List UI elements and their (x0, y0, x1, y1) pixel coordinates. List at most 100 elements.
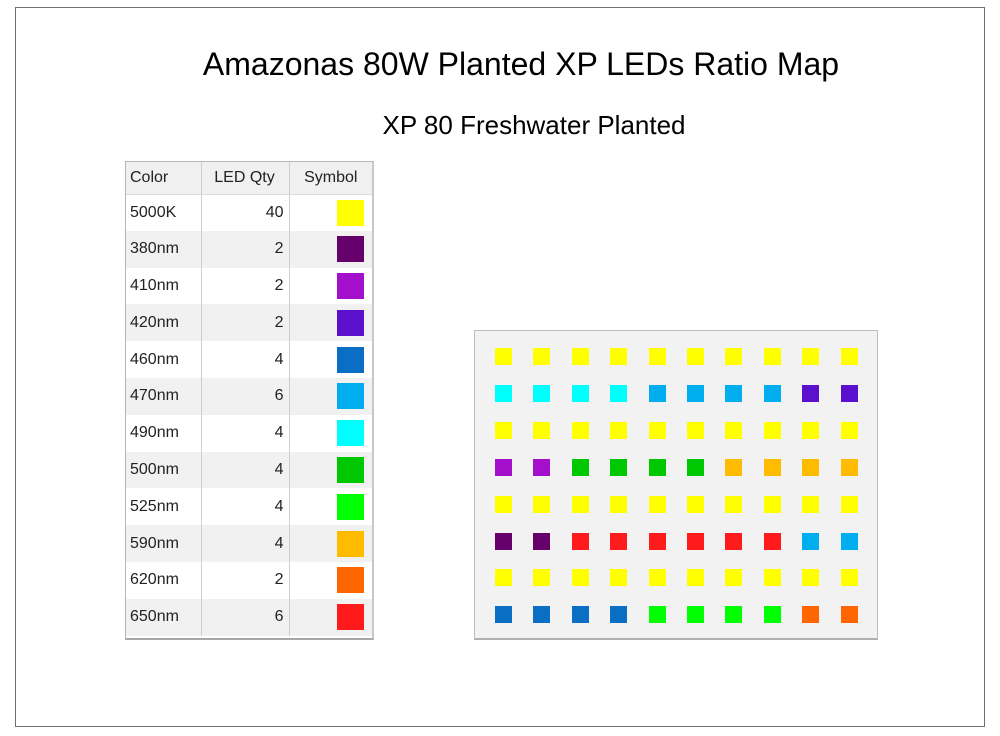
page-title: Amazonas 80W Planted XP LEDs Ratio Map (202, 46, 840, 82)
led-5000K (571, 495, 589, 513)
legend-row: 470nm 6 (126, 377, 372, 415)
led-5000K (648, 348, 666, 365)
led-380nm (533, 532, 551, 550)
led-5000K (495, 348, 512, 365)
legend-row: 460nm 4 (126, 341, 372, 378)
legend-swatch (337, 346, 364, 373)
led-5000K (533, 495, 551, 513)
led-650nm (648, 532, 666, 550)
led-590nm (802, 458, 820, 476)
legend-swatch (337, 199, 364, 226)
led-5000K (725, 569, 743, 587)
page-subtitle: XP 80 Freshwater Planted (382, 110, 686, 140)
led-470nm (763, 384, 781, 402)
led-490nm (571, 384, 589, 402)
led-420nm (840, 384, 858, 402)
led-5000K (495, 569, 512, 587)
legend-swatch (337, 236, 364, 263)
legend-led-qty: 40 (201, 194, 290, 231)
led-ratio-map (474, 330, 878, 640)
header-color: Color (126, 162, 202, 195)
legend-color-name: 590nm (126, 525, 202, 562)
led-650nm (725, 532, 743, 550)
led-5000K (648, 569, 666, 587)
legend-swatch (337, 604, 364, 631)
legend-led-qty: 4 (201, 414, 290, 452)
led-460nm (495, 606, 512, 624)
led-5000K (725, 348, 743, 365)
legend-swatch (337, 567, 364, 594)
legend-color-name: 420nm (126, 304, 202, 342)
legend-color-name: 410nm (126, 267, 202, 305)
led-620nm (802, 606, 820, 624)
led-5000K (495, 495, 512, 513)
legend-swatch (337, 493, 364, 520)
led-5000K (648, 495, 666, 513)
legend-led-qty: 6 (201, 377, 290, 415)
legend-row: 620nm 2 (126, 561, 372, 599)
led-5000K (571, 421, 589, 439)
led-470nm (648, 384, 666, 402)
legend-symbol-cell (289, 488, 372, 525)
legend-led-qty: 4 (201, 525, 290, 562)
led-590nm (725, 458, 743, 476)
led-5000K (648, 421, 666, 439)
led-5000K (725, 495, 743, 513)
legend-row: 590nm 4 (126, 525, 372, 562)
led-650nm (687, 532, 704, 550)
legend-color-name: 650nm (126, 598, 202, 636)
legend-row: 500nm 4 (126, 451, 372, 489)
led-5000K (610, 495, 628, 513)
led-525nm (763, 606, 781, 624)
led-525nm (725, 606, 743, 624)
legend-symbol-cell (289, 451, 372, 489)
led-490nm (495, 384, 512, 402)
led-5000K (763, 348, 781, 365)
legend-symbol-cell (289, 377, 372, 415)
led-5000K (763, 495, 781, 513)
legend-symbol-cell (289, 230, 372, 268)
legend-led-qty: 4 (201, 341, 290, 378)
legend-symbol-cell (289, 415, 372, 452)
legend-led-qty: 2 (201, 230, 290, 268)
led-470nm (725, 384, 743, 402)
led-590nm (763, 458, 781, 476)
led-525nm (648, 606, 666, 624)
led-500nm (571, 458, 589, 476)
led-460nm (533, 606, 551, 624)
led-500nm (610, 458, 628, 476)
led-410nm (495, 458, 512, 476)
led-5000K (840, 495, 858, 513)
legend-swatch (337, 383, 364, 410)
led-650nm (571, 532, 589, 550)
legend-row: 420nm 2 (126, 304, 372, 342)
led-5000K (610, 348, 628, 365)
led-legend-table: Color LED Qty Symbol 5000K 40 380nm 2 410nm 2… (125, 161, 374, 640)
legend-led-qty: 2 (201, 267, 290, 305)
led-5000K (687, 348, 704, 365)
legend-swatch (337, 420, 364, 447)
led-500nm (648, 458, 666, 476)
led-5000K (533, 569, 551, 587)
legend-led-qty: 4 (201, 488, 290, 526)
led-470nm (687, 384, 704, 402)
led-460nm (610, 606, 628, 624)
led-460nm (571, 606, 589, 624)
led-5000K (610, 569, 628, 587)
legend-led-qty: 4 (201, 451, 290, 489)
header-symbol: Symbol (289, 162, 372, 195)
led-5000K (840, 348, 858, 365)
led-420nm (802, 384, 820, 402)
led-5000K (533, 348, 551, 365)
led-380nm (495, 532, 512, 550)
legend-color-name: 525nm (126, 488, 202, 526)
led-5000K (687, 569, 704, 587)
led-525nm (687, 606, 704, 624)
legend-color-name: 470nm (126, 377, 202, 415)
legend-led-qty: 6 (201, 598, 290, 636)
legend-row: 650nm 6 (126, 598, 372, 636)
led-410nm (533, 458, 551, 476)
led-5000K (687, 495, 704, 513)
led-5000K (840, 421, 858, 439)
legend-symbol-cell (289, 341, 372, 378)
